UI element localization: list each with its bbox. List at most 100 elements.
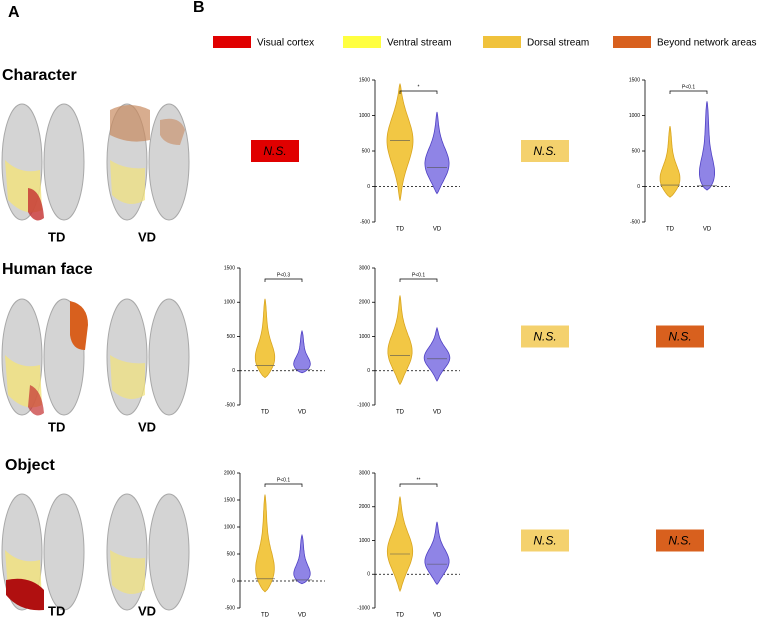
y-tick-label: 0	[367, 572, 370, 578]
group-label: TD	[48, 603, 65, 618]
x-tick-label: VD	[433, 410, 442, 416]
ns-badge	[521, 529, 569, 552]
x-tick-label: TD	[396, 227, 405, 233]
y-tick-label: 1500	[224, 265, 235, 271]
violin	[424, 111, 450, 195]
legend-label: Visual cortex	[257, 38, 314, 49]
y-tick-label: 2000	[359, 300, 370, 306]
legend-swatch	[213, 36, 251, 48]
ns-badge	[656, 325, 704, 348]
ns-text: N.S.	[533, 144, 556, 158]
y-tick-label: 3000	[359, 265, 370, 271]
y-tick-label: 1000	[359, 538, 370, 544]
y-tick-label: -1000	[357, 605, 370, 611]
violin	[699, 101, 715, 191]
ns-text: N.S.	[263, 144, 286, 158]
group-label: VD	[138, 603, 156, 618]
violin	[387, 295, 413, 386]
y-tick-label: 1500	[629, 77, 640, 83]
y-tick-label: 0	[232, 368, 235, 374]
x-tick-label: TD	[666, 227, 675, 233]
x-tick-label: VD	[433, 227, 442, 233]
y-tick-label: 0	[232, 578, 235, 584]
ns-badge	[521, 140, 569, 162]
legend-label: Dorsal stream	[527, 38, 589, 49]
y-tick-label: -1000	[357, 402, 370, 408]
panel-label: A	[8, 4, 20, 21]
legend-swatch	[483, 36, 521, 48]
brain-images	[1, 103, 190, 611]
x-tick-label: VD	[298, 613, 307, 619]
row-title: Character	[2, 67, 77, 84]
ns-text: N.S.	[533, 534, 556, 548]
significance-label: P<0.1	[277, 477, 290, 483]
x-tick-label: VD	[298, 410, 307, 416]
y-tick-label: 0	[637, 184, 640, 190]
legend-swatch	[613, 36, 651, 48]
significance-label: *	[418, 84, 420, 90]
ns-text: N.S.	[668, 534, 691, 548]
violin	[659, 126, 681, 198]
significance-label: **	[417, 477, 421, 483]
x-tick-label: TD	[261, 410, 270, 416]
y-tick-label: 500	[227, 551, 236, 557]
violin	[254, 298, 276, 379]
group-label: VD	[138, 229, 156, 244]
group-label: TD	[48, 419, 65, 434]
violin	[386, 496, 414, 593]
panel-label: B	[193, 0, 205, 16]
significance-label: P<0.1	[412, 272, 425, 278]
x-tick-label: VD	[433, 613, 442, 619]
y-tick-label: -500	[630, 219, 640, 225]
group-label: TD	[48, 229, 65, 244]
y-tick-label: 1000	[224, 524, 235, 530]
y-tick-label: 2000	[224, 470, 235, 476]
y-tick-label: -500	[225, 605, 235, 611]
ns-badge	[251, 140, 299, 162]
y-tick-label: 1000	[629, 113, 640, 119]
y-tick-label: -500	[225, 402, 235, 408]
y-tick-label: 1500	[224, 497, 235, 503]
y-tick-label: 3000	[359, 470, 370, 476]
y-tick-label: 1000	[359, 113, 370, 119]
y-tick-label: 500	[362, 148, 371, 154]
row-title: Human face	[2, 261, 93, 278]
legend-swatch	[343, 36, 381, 48]
y-tick-label: 1000	[359, 334, 370, 340]
violin	[424, 521, 450, 586]
y-tick-label: 1000	[224, 300, 235, 306]
violin	[386, 83, 414, 201]
significance-label: P<0.3	[277, 272, 290, 278]
x-tick-label: TD	[396, 410, 405, 416]
legend-label: Beyond network areas	[657, 38, 757, 49]
violin	[255, 494, 275, 593]
violin	[423, 326, 451, 382]
y-tick-label: 500	[227, 334, 236, 340]
x-tick-label: VD	[703, 227, 712, 233]
significance-bracket	[399, 90, 438, 94]
significance-bracket	[264, 278, 303, 282]
ns-badge	[521, 325, 569, 348]
y-tick-label: 1500	[359, 77, 370, 83]
y-tick-label: -500	[360, 219, 370, 225]
significance-bracket	[399, 483, 438, 487]
violin	[293, 533, 311, 585]
y-tick-label: 2000	[359, 504, 370, 510]
group-label: VD	[138, 419, 156, 434]
legend-label: Ventral stream	[387, 38, 451, 49]
violin	[293, 329, 311, 374]
significance-bracket	[264, 483, 303, 487]
row-title: Object	[5, 457, 55, 474]
significance-label: P<0.1	[682, 84, 695, 90]
y-tick-label: 500	[632, 148, 641, 154]
significance-bracket	[669, 90, 708, 94]
y-tick-label: 0	[367, 184, 370, 190]
x-tick-label: TD	[261, 613, 270, 619]
x-tick-label: TD	[396, 613, 405, 619]
ns-badge	[656, 529, 704, 552]
ns-text: N.S.	[533, 330, 556, 344]
significance-bracket	[399, 278, 438, 282]
y-tick-label: 0	[367, 368, 370, 374]
ns-text: N.S.	[668, 330, 691, 344]
